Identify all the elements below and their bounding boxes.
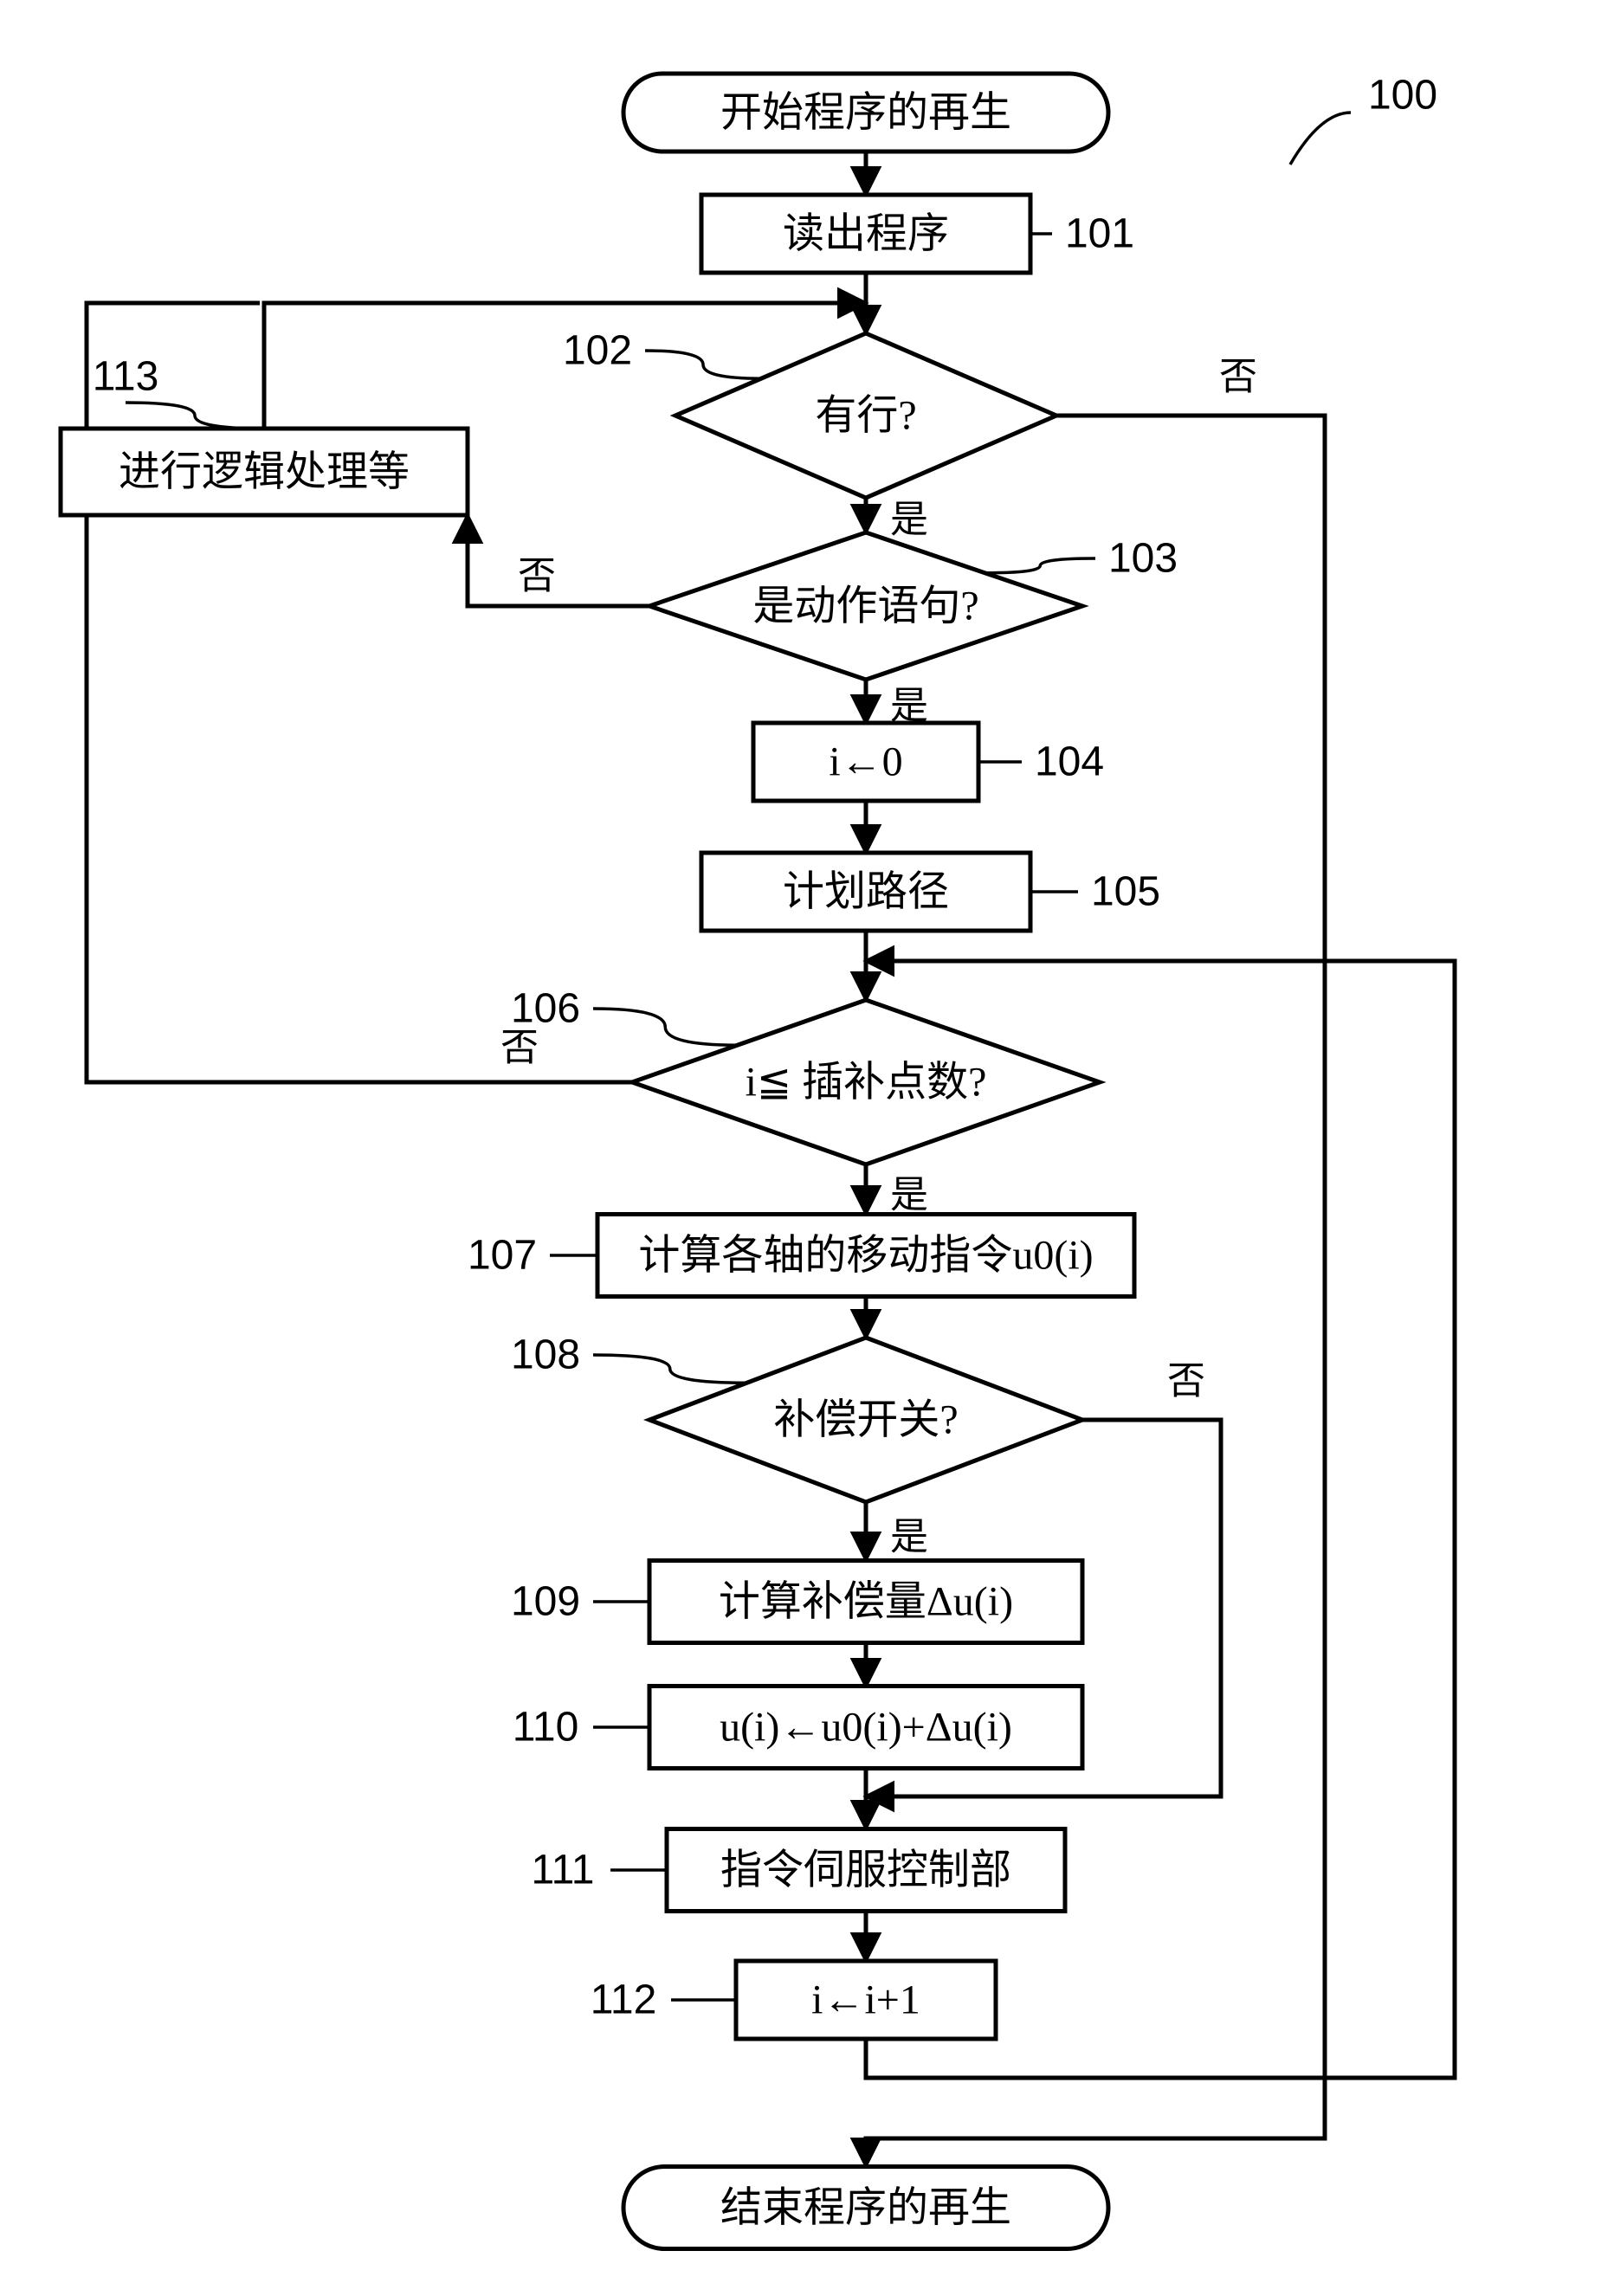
edge-label: 否 bbox=[518, 555, 556, 597]
ref-label: 111 bbox=[532, 1848, 595, 1893]
edge bbox=[87, 303, 632, 1082]
node-n104: i←0 104 bbox=[753, 723, 1104, 801]
ref-label: 113 bbox=[93, 354, 159, 400]
node-label: 计算各轴的移动指令u0(i) bbox=[638, 1233, 1093, 1279]
node-n103: 是动作语句? 103 bbox=[649, 532, 1178, 680]
node-end: 结束程序的再生 bbox=[623, 2167, 1108, 2249]
node-n110: u(i)←u0(i)+Δu(i) 110 bbox=[513, 1687, 1082, 1769]
node-label: 结束程序的再生 bbox=[720, 2185, 1011, 2231]
node-label: 补偿开关? bbox=[773, 1397, 958, 1443]
edge-label: 是 bbox=[890, 685, 928, 727]
nodes: 开始程序的再生读出程序 101 有行? 102 是动作语句? 103 进行逻辑处理等 113 i… bbox=[61, 74, 1178, 2249]
edge-label: 是 bbox=[890, 499, 928, 541]
node-n108: 补偿开关? 108 bbox=[511, 1332, 1082, 1503]
node-label: 是动作语句? bbox=[752, 584, 978, 629]
leader-line bbox=[126, 403, 264, 429]
flowchart-diagram: 开始程序的再生读出程序 101 有行? 102 是动作语句? 103 进行逻辑处理等 113 i… bbox=[0, 0, 1614, 2296]
leader-line bbox=[1290, 113, 1351, 164]
node-n105: 计划路径 105 bbox=[701, 853, 1160, 931]
ref-label: 106 bbox=[511, 986, 580, 1032]
node-label: 进行逻辑处理等 bbox=[119, 449, 410, 495]
node-start: 开始程序的再生 bbox=[623, 74, 1108, 152]
node-n112: i←i+1 112 bbox=[591, 1961, 996, 2039]
ref-label: 103 bbox=[1108, 536, 1178, 582]
node-label: i≦ 插补点数? bbox=[746, 1060, 987, 1106]
node-n106: i≦ 插补点数? 106 bbox=[511, 986, 1100, 1165]
node-n107: 计算各轴的移动指令u0(i) 107 bbox=[468, 1215, 1134, 1297]
ref-label: 105 bbox=[1091, 869, 1160, 915]
diagram-ref-label: 100 bbox=[1368, 73, 1437, 119]
ref-label: 101 bbox=[1065, 211, 1134, 257]
ref-label: 108 bbox=[511, 1332, 580, 1378]
ref-label: 109 bbox=[511, 1579, 580, 1625]
node-label: 计算补偿量Δu(i) bbox=[719, 1579, 1013, 1625]
node-label: u(i)←u0(i)+Δu(i) bbox=[720, 1705, 1012, 1751]
ref-label: 102 bbox=[563, 328, 632, 374]
node-n109: 计算补偿量Δu(i) 109 bbox=[511, 1561, 1082, 1643]
edge-label: 否 bbox=[1219, 356, 1257, 398]
node-label: 有行? bbox=[815, 393, 916, 439]
node-label: 开始程序的再生 bbox=[720, 90, 1011, 136]
edge-label: 否 bbox=[1167, 1360, 1205, 1403]
ref-label: 112 bbox=[591, 1977, 657, 2023]
node-label: 读出程序 bbox=[783, 211, 949, 257]
leader-line bbox=[645, 351, 761, 378]
edge-label: 是 bbox=[890, 1174, 928, 1216]
leader-line bbox=[593, 1355, 747, 1383]
leader-line bbox=[593, 1009, 738, 1045]
ref-label: 104 bbox=[1035, 739, 1104, 785]
node-label: 指令伺服控制部 bbox=[720, 1848, 1011, 1893]
ref-label: 110 bbox=[513, 1705, 579, 1751]
leader-line bbox=[985, 558, 1096, 573]
ref-label: 107 bbox=[468, 1233, 537, 1279]
edge-label: 否 bbox=[500, 1027, 539, 1069]
node-n102: 有行? 102 bbox=[563, 328, 1056, 499]
edge bbox=[468, 515, 649, 606]
node-label: i←0 bbox=[829, 739, 902, 785]
node-n101: 读出程序 101 bbox=[701, 195, 1134, 273]
node-n111: 指令伺服控制部 111 bbox=[532, 1829, 1065, 1912]
edge-label: 是 bbox=[890, 1516, 928, 1558]
node-label: 计划路径 bbox=[783, 869, 949, 915]
node-label: i←i+1 bbox=[811, 1977, 920, 2023]
